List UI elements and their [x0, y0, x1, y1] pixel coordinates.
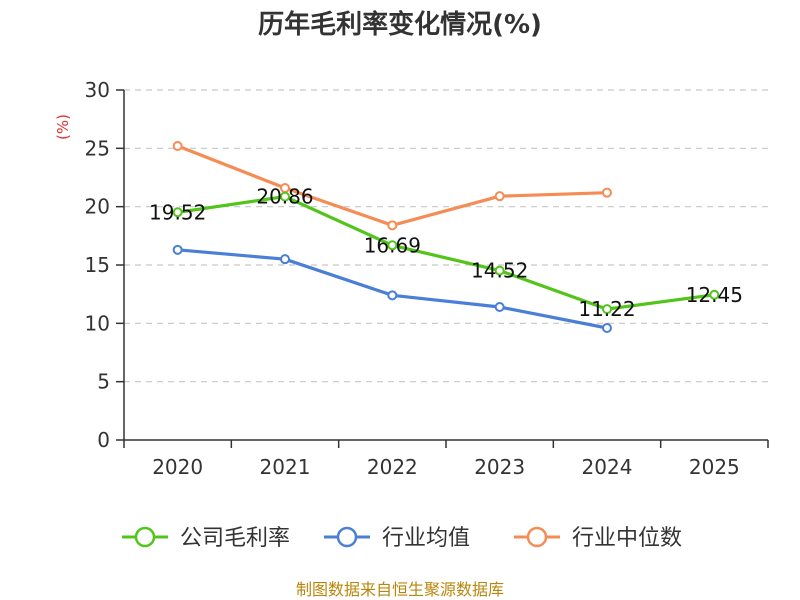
data-label: 12.45 [686, 283, 743, 307]
y-tick-label: 10 [85, 311, 110, 335]
legend-swatch-marker [336, 526, 358, 548]
y-axis-unit: (%) [54, 114, 72, 140]
data-point[interactable] [280, 191, 290, 202]
y-tick-label: 15 [85, 253, 110, 277]
legend-swatch-marker [526, 526, 548, 548]
data-point[interactable] [494, 265, 505, 276]
data-point[interactable] [494, 302, 505, 312]
y-tick-label: 0 [97, 428, 110, 452]
y-tick-label: 30 [85, 78, 110, 102]
data-point[interactable] [602, 304, 612, 315]
data-point[interactable] [172, 207, 183, 218]
data-label: 11.22 [578, 297, 635, 321]
y-tick-label: 20 [85, 195, 110, 219]
source-note: 制图数据来自恒生聚源数据库 [296, 580, 504, 599]
data-point[interactable] [709, 289, 720, 300]
data-point[interactable] [387, 290, 398, 301]
data-labels: 19.52 20.86 16.69 14.52 11.22 12.45 [149, 185, 743, 321]
legend-label: 行业中位数 [572, 526, 682, 551]
y-tick-label: 25 [85, 136, 110, 160]
series-line-0 [177, 195, 715, 311]
x-tick-label: 2025 [689, 455, 740, 479]
legend-item-2[interactable]: 行业中位数 [514, 526, 682, 551]
legend-swatch-marker [134, 526, 156, 548]
data-label: 20.86 [256, 185, 313, 209]
legend-item-1[interactable]: 行业均值 [324, 526, 470, 551]
data-point[interactable] [387, 220, 398, 231]
series-layer [172, 141, 720, 333]
legend-label: 公司毛利率 [180, 526, 290, 551]
legend-item-0[interactable]: 公司毛利率 [122, 526, 290, 551]
y-tick-label: 5 [97, 370, 110, 394]
data-point[interactable] [172, 141, 183, 151]
data-label: 14.52 [471, 259, 528, 283]
x-tick-label: 2021 [260, 455, 311, 479]
data-point[interactable] [602, 187, 612, 198]
grid-lines [124, 89, 768, 383]
data-point[interactable] [494, 191, 505, 202]
data-point[interactable] [280, 254, 290, 265]
data-point[interactable] [602, 323, 612, 333]
x-tick-label: 2022 [367, 455, 418, 479]
data-point[interactable] [387, 240, 398, 251]
chart-title: 历年毛利率变化情况(%) [258, 9, 542, 40]
x-tick-label: 2023 [474, 455, 525, 479]
series-line-1 [177, 248, 608, 330]
x-tick-label: 2024 [582, 455, 633, 479]
x-tick-label: 2020 [152, 455, 203, 479]
data-label: 19.52 [149, 200, 206, 224]
series-line-2 [177, 144, 608, 227]
legend[interactable]: 公司毛利率 行业均值 行业中位数 [122, 526, 682, 551]
data-label: 16.69 [364, 233, 421, 257]
legend-label: 行业均值 [382, 526, 470, 551]
data-point[interactable] [172, 244, 183, 255]
